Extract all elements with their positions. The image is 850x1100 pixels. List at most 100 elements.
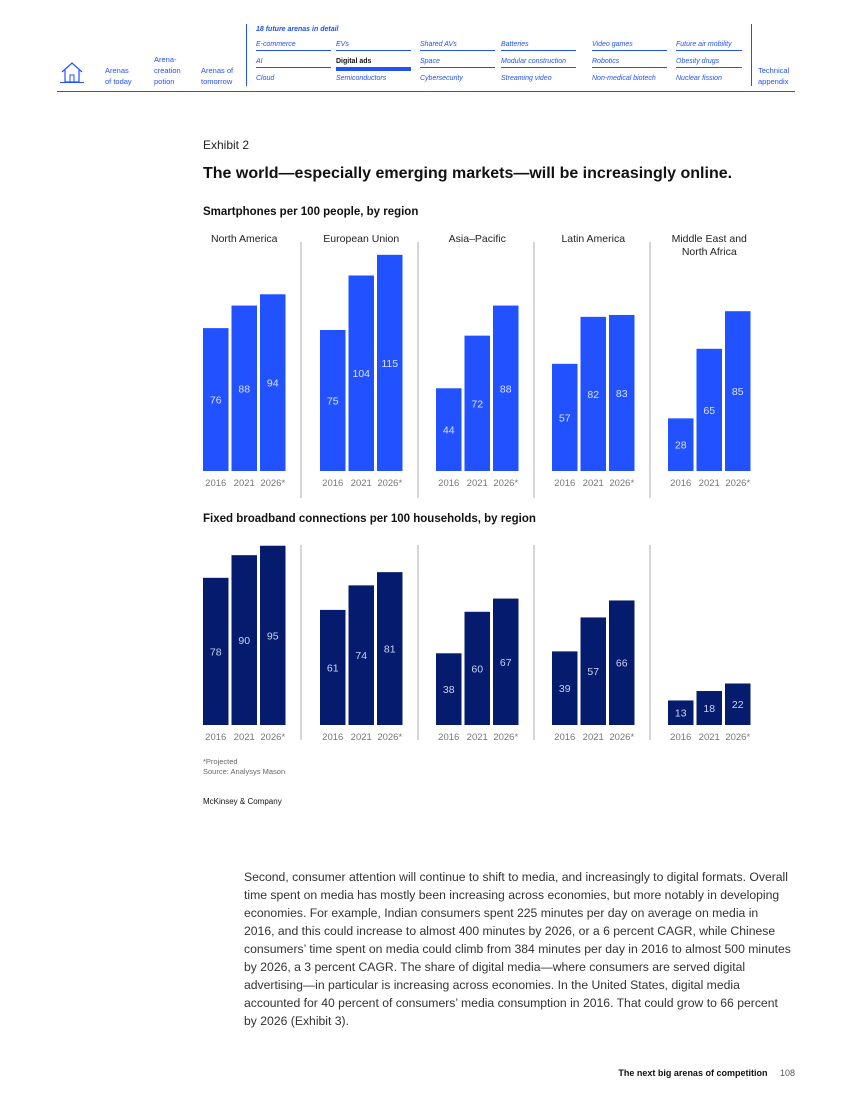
arena-link-future-air-mobility[interactable]: Future air mobility: [676, 41, 742, 51]
arena-link-e-commerce[interactable]: E-commerce: [256, 41, 331, 51]
arena-link-space[interactable]: Space: [420, 58, 495, 68]
x-tick-label: 2026*: [609, 732, 634, 743]
page-footer: The next big arenas of competition 108: [618, 1068, 795, 1078]
chart-footnote: *Projected Source: Analysys Mason: [203, 757, 285, 776]
region-label-middle-east-and-north-africa: Middle East and: [672, 233, 747, 245]
bar-north-america-2016: [203, 577, 229, 725]
nav-link-arenas-of-today[interactable]: Arenas of today: [105, 65, 132, 87]
projected-note: *Projected: [203, 757, 238, 766]
arena-link-cloud[interactable]: Cloud: [256, 75, 275, 82]
bar-european-union-2026: [377, 572, 403, 725]
bar-north-america-2026: [260, 294, 286, 471]
bar-value-label: 104: [352, 368, 370, 380]
bar-european-union-2016: [320, 330, 346, 471]
x-tick-label: 2021: [583, 478, 604, 489]
bar-latin-america-2016: [552, 363, 578, 471]
x-tick-label: 2021: [583, 732, 604, 743]
bar-value-label: 65: [703, 405, 715, 417]
broadband-chart-title: Fixed broadband connections per 100 hous…: [203, 513, 536, 525]
arena-link-video-games[interactable]: Video games: [592, 41, 667, 51]
publisher-credit: McKinsey & Company: [203, 797, 282, 806]
page-number: 108: [779, 1068, 795, 1078]
x-tick-label: 2016: [438, 732, 459, 743]
arena-link-nuclear-fission[interactable]: Nuclear fission: [676, 75, 722, 82]
nav-link-line: Arena-: [154, 55, 177, 64]
bar-asia-pacific-2021: [464, 611, 490, 725]
bar-middle-east-and-north-africa-2026: [725, 311, 751, 471]
x-tick-label: 2026*: [260, 732, 285, 743]
bar-value-label: 61: [327, 662, 339, 674]
bar-value-label: 44: [443, 425, 455, 437]
nav-link-line: potion: [154, 77, 175, 86]
bar-value-label: 57: [587, 666, 599, 678]
arena-link-digital-ads[interactable]: Digital ads: [336, 58, 411, 71]
bar-value-label: 88: [500, 383, 512, 395]
region-label-asia-pacific: Asia–Pacific: [449, 233, 506, 245]
bar-north-america-2016: [203, 328, 229, 471]
bar-middle-east-and-north-africa-2016: [668, 418, 694, 471]
bar-north-america-2021: [231, 305, 257, 471]
smartphones-chart: North America 76 2016 88 2021 94 2026* European…: [203, 233, 751, 498]
nav-link-line: of today: [105, 77, 132, 86]
bar-value-label: 18: [703, 703, 715, 715]
bar-value-label: 60: [471, 663, 483, 675]
arena-link-obesity-drugs[interactable]: Obesity drugs: [676, 58, 742, 68]
x-tick-label: 2016: [438, 478, 459, 489]
bar-value-label: 66: [616, 658, 628, 670]
arena-link-modular-construction[interactable]: Modular construction: [501, 58, 576, 68]
bar-asia-pacific-2016: [436, 653, 462, 725]
bar-value-label: 28: [675, 440, 687, 452]
arena-link-cybersecurity[interactable]: Cybersecurity: [420, 75, 463, 82]
region-label-middle-east-and-north-africa: North Africa: [682, 246, 737, 258]
x-tick-label: 2016: [205, 478, 226, 489]
arena-link-batteries[interactable]: Batteries: [501, 41, 576, 51]
arena-link-evs[interactable]: EVs: [336, 41, 411, 51]
broadband-chart: 78 2016 90 2021 95 2026* 61 2016 74 2021 81 2026* 38…: [203, 545, 751, 743]
smartphones-chart-title: Smartphones per 100 people, by region: [203, 206, 419, 218]
bar-value-label: 75: [327, 396, 339, 408]
nav-link-arena-creation-potion[interactable]: Arena- creation potion: [154, 54, 181, 87]
bar-european-union-2021: [348, 585, 374, 725]
bar-latin-america-2021: [580, 617, 606, 725]
bar-value-label: 67: [500, 657, 512, 669]
bar-asia-pacific-2021: [464, 335, 490, 471]
arena-link-non-medical-biotech[interactable]: Non-medical biotech: [592, 75, 656, 82]
x-tick-label: 2026*: [260, 478, 285, 489]
bar-value-label: 39: [559, 683, 571, 695]
x-tick-label: 2026*: [609, 478, 634, 489]
arena-link-shared-avs[interactable]: Shared AVs: [420, 41, 495, 51]
region-label-european-union: European Union: [323, 233, 399, 245]
x-tick-label: 2016: [554, 732, 575, 743]
bar-value-label: 88: [238, 383, 250, 395]
x-tick-label: 2026*: [377, 732, 402, 743]
source-note: Source: Analysys Mason: [203, 766, 286, 776]
bar-middle-east-and-north-africa-2026: [725, 683, 751, 725]
x-tick-label: 2026*: [493, 478, 518, 489]
bar-value-label: 90: [238, 635, 250, 647]
bar-north-america-2026: [260, 545, 286, 725]
home-icon[interactable]: [60, 61, 84, 83]
bar-asia-pacific-2026: [493, 305, 519, 471]
bar-value-label: 72: [471, 398, 483, 410]
x-tick-label: 2016: [322, 478, 343, 489]
exhibit-title: The world—especially emerging markets—wi…: [203, 165, 733, 182]
nav-link-arenas-of-tomorrow[interactable]: Arenas of tomorrow: [201, 65, 233, 87]
arena-link-streaming-video[interactable]: Streaming video: [501, 75, 552, 82]
nav-link-technical-appendix[interactable]: Technical appendix: [758, 65, 789, 87]
arena-link-ai[interactable]: AI: [256, 58, 331, 68]
bar-european-union-2026: [377, 254, 403, 471]
bar-value-label: 94: [267, 378, 279, 390]
x-tick-label: 2021: [351, 732, 372, 743]
nav-link-line: Arenas: [105, 66, 129, 75]
x-tick-label: 2016: [670, 478, 691, 489]
bar-value-label: 115: [381, 358, 398, 370]
arena-link-semiconductors[interactable]: Semiconductors: [336, 75, 387, 82]
bar-middle-east-and-north-africa-2016: [668, 700, 694, 725]
report-title: The next big arenas of competition: [618, 1068, 768, 1078]
region-label-north-america: North America: [211, 233, 278, 245]
bar-value-label: 95: [267, 630, 279, 642]
x-tick-label: 2016: [670, 732, 691, 743]
arena-link-robotics[interactable]: Robotics: [592, 58, 667, 68]
bar-value-label: 81: [384, 644, 396, 656]
top-navigation: Arenas of today Arena- creation potion A…: [57, 24, 795, 92]
